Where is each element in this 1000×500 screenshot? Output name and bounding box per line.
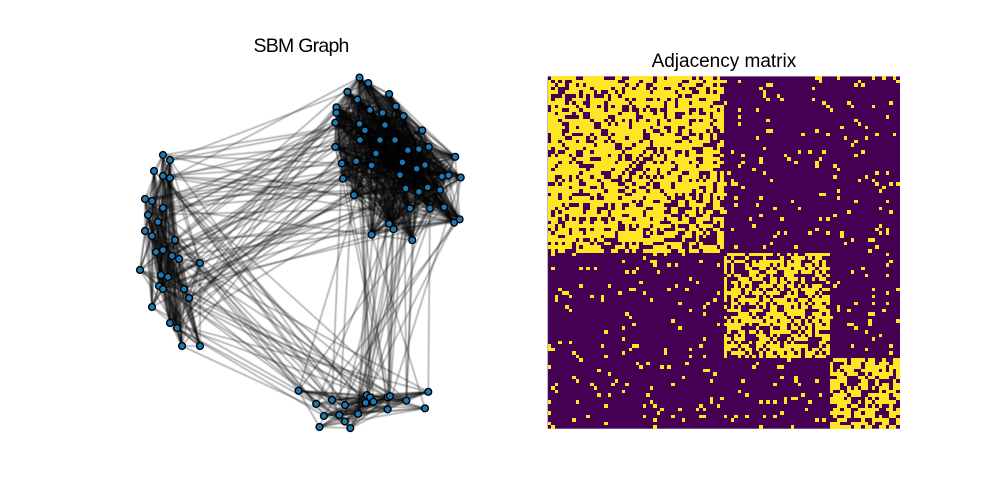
svg-text:Adjacency matrix: Adjacency matrix [652,51,797,72]
svg-text:SBM Graph: SBM Graph [254,35,349,57]
